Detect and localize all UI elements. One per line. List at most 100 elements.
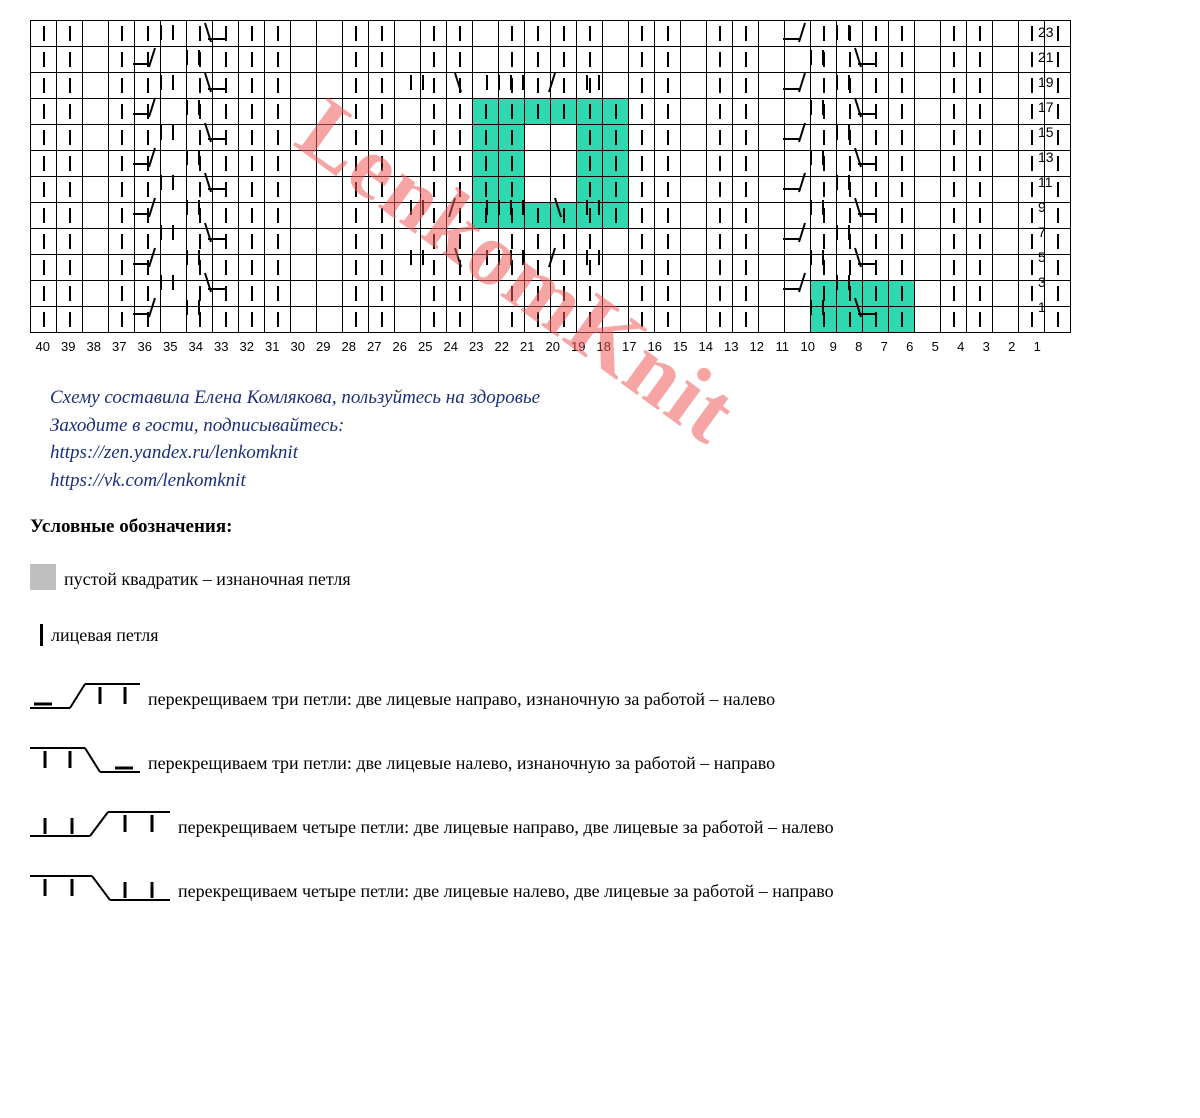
col-label: 22 xyxy=(489,339,515,354)
cell xyxy=(343,229,369,255)
cell xyxy=(707,73,733,99)
cell xyxy=(759,229,785,255)
col-label: 30 xyxy=(285,339,311,354)
cell xyxy=(291,255,317,281)
cell xyxy=(369,125,395,151)
cell xyxy=(421,125,447,151)
cell xyxy=(681,229,707,255)
cell xyxy=(369,21,395,47)
cell xyxy=(265,281,291,307)
cell xyxy=(525,203,551,229)
col-label: 19 xyxy=(566,339,592,354)
col-label: 25 xyxy=(413,339,439,354)
cell xyxy=(811,203,837,229)
cell xyxy=(187,21,213,47)
cell xyxy=(57,281,83,307)
legend-text: перекрещиваем четыре петли: две лицевые … xyxy=(178,881,834,902)
cell xyxy=(473,151,499,177)
cell xyxy=(135,281,161,307)
cell xyxy=(681,125,707,151)
cell xyxy=(811,125,837,151)
cell xyxy=(369,281,395,307)
cell xyxy=(239,229,265,255)
cell xyxy=(603,73,629,99)
cell xyxy=(447,255,473,281)
cell xyxy=(629,177,655,203)
cell xyxy=(915,99,941,125)
col-label: 39 xyxy=(56,339,82,354)
cell xyxy=(213,73,239,99)
cell xyxy=(837,307,863,333)
cell xyxy=(733,99,759,125)
cell xyxy=(837,229,863,255)
cell xyxy=(317,281,343,307)
cell xyxy=(915,21,941,47)
col-label: 18 xyxy=(591,339,617,354)
chart-grid xyxy=(30,20,1071,333)
cell xyxy=(109,151,135,177)
cell xyxy=(681,203,707,229)
cell xyxy=(265,255,291,281)
cell xyxy=(473,99,499,125)
cell xyxy=(681,151,707,177)
cell xyxy=(863,99,889,125)
row-label: 7 xyxy=(1038,224,1062,240)
cell xyxy=(759,307,785,333)
cell xyxy=(655,203,681,229)
cell xyxy=(967,47,993,73)
cell xyxy=(31,73,57,99)
cell xyxy=(577,255,603,281)
cell xyxy=(421,255,447,281)
cell xyxy=(629,99,655,125)
cell xyxy=(473,73,499,99)
cell xyxy=(577,47,603,73)
cell xyxy=(863,177,889,203)
cell xyxy=(161,99,187,125)
cell xyxy=(57,177,83,203)
cell xyxy=(187,73,213,99)
cell xyxy=(161,21,187,47)
cell xyxy=(161,125,187,151)
cell xyxy=(837,203,863,229)
cell xyxy=(31,47,57,73)
cell xyxy=(655,281,681,307)
link-vk[interactable]: https://vk.com/lenkomknit xyxy=(50,470,246,491)
col-label: 35 xyxy=(158,339,184,354)
cell xyxy=(161,281,187,307)
cell xyxy=(525,255,551,281)
cell xyxy=(395,255,421,281)
attrib-line2: Заходите в гости, подписывайтесь: xyxy=(50,412,1170,440)
cell xyxy=(109,177,135,203)
cell xyxy=(733,255,759,281)
cell xyxy=(655,99,681,125)
cell xyxy=(395,281,421,307)
cell xyxy=(395,21,421,47)
cell xyxy=(759,255,785,281)
cell xyxy=(213,203,239,229)
cell xyxy=(733,125,759,151)
cell xyxy=(837,151,863,177)
cell xyxy=(967,99,993,125)
cell xyxy=(915,73,941,99)
cell xyxy=(291,125,317,151)
cell xyxy=(369,151,395,177)
cell xyxy=(915,151,941,177)
cell xyxy=(993,151,1019,177)
cell xyxy=(629,47,655,73)
cell xyxy=(733,307,759,333)
cell xyxy=(551,255,577,281)
cell xyxy=(187,281,213,307)
cell xyxy=(161,151,187,177)
cell xyxy=(265,151,291,177)
link-zen[interactable]: https://zen.yandex.ru/lenkomknit xyxy=(50,442,298,463)
cell xyxy=(83,21,109,47)
cell xyxy=(707,21,733,47)
cell xyxy=(291,21,317,47)
cell xyxy=(837,73,863,99)
cell xyxy=(941,307,967,333)
cell xyxy=(421,21,447,47)
cell xyxy=(473,203,499,229)
cell xyxy=(811,21,837,47)
row-label: 23 xyxy=(1038,24,1062,40)
cell xyxy=(889,125,915,151)
